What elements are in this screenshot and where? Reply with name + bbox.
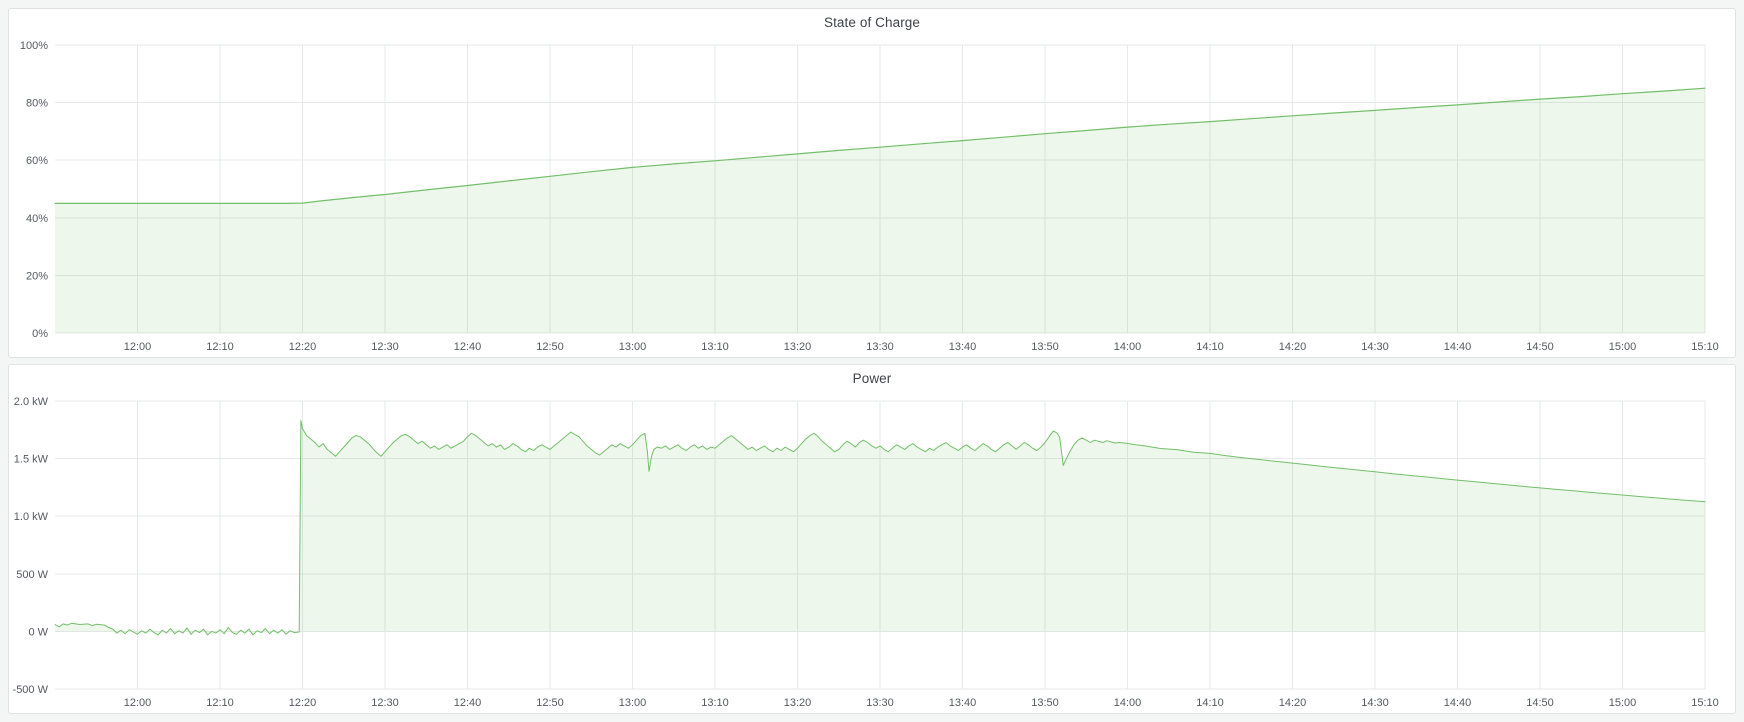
x-tick-label: 15:00 <box>1609 697 1637 709</box>
series-area <box>55 88 1705 333</box>
x-tick-label: 12:50 <box>536 341 564 353</box>
power-chart-wrap: 12:00 12:10 12:20 12:30 12:40 12:50 13:00 13:10… <box>9 391 1735 713</box>
x-tick-label: 12:30 <box>371 697 399 709</box>
x-tick-label: 14:50 <box>1526 697 1554 709</box>
panel-power: Power 12:00 12:10 12:20 12:30 12:40 12:50 13:0… <box>8 364 1736 714</box>
x-tick-label: 14:40 <box>1444 341 1472 353</box>
y-tick-label: 80% <box>26 98 48 110</box>
x-tick-label: 12:10 <box>206 341 234 353</box>
x-tick-label: 14:00 <box>1114 697 1142 709</box>
y-tick-label: 0 W <box>28 626 48 638</box>
y-tick-label: 0% <box>32 328 48 340</box>
soc-panel-header: State of Charge <box>9 9 1735 35</box>
x-tick-label: 13:40 <box>949 697 977 709</box>
x-tick-label: 12:10 <box>206 697 234 709</box>
x-tick-label: 14:30 <box>1361 697 1389 709</box>
power-chart[interactable]: 12:00 12:10 12:20 12:30 12:40 12:50 13:00 13:10… <box>9 391 1735 713</box>
x-tick-label: 14:20 <box>1279 341 1307 353</box>
x-tick-label: 14:20 <box>1279 697 1307 709</box>
x-tick-label: 13:20 <box>784 697 812 709</box>
x-tick-label: 13:10 <box>701 341 729 353</box>
x-tick-label: 12:50 <box>536 697 564 709</box>
x-tick-label: 15:00 <box>1609 341 1637 353</box>
x-tick-label: 15:10 <box>1691 341 1719 353</box>
x-tick-label: 15:10 <box>1691 697 1719 709</box>
x-tick-label: 13:40 <box>949 341 977 353</box>
x-tick-label: 14:00 <box>1114 341 1142 353</box>
x-tick-label: 14:30 <box>1361 341 1389 353</box>
x-tick-label: 13:10 <box>701 697 729 709</box>
y-tick-label: 20% <box>26 270 48 282</box>
y-tick-label: 1.5 kW <box>14 454 49 466</box>
x-tick-label: 12:00 <box>124 341 152 353</box>
x-tick-label: 14:40 <box>1444 697 1472 709</box>
y-tick-label: -500 W <box>13 684 49 696</box>
series-line <box>54 87 1706 204</box>
x-tick-label: 12:40 <box>454 341 482 353</box>
y-tick-label: 60% <box>26 155 48 167</box>
x-tick-label: 12:30 <box>371 341 399 353</box>
x-tick-label: 14:50 <box>1526 341 1554 353</box>
x-tick-label: 14:10 <box>1196 697 1224 709</box>
x-tick-label: 12:20 <box>289 341 317 353</box>
x-tick-label: 13:50 <box>1031 341 1059 353</box>
soc-panel-title[interactable]: State of Charge <box>823 14 921 30</box>
x-tick-label: 12:40 <box>454 697 482 709</box>
y-tick-label: 2.0 kW <box>14 396 49 408</box>
x-tick-label: 14:10 <box>1196 341 1224 353</box>
x-tick-label: 12:00 <box>124 697 152 709</box>
x-tick-label: 12:20 <box>289 697 317 709</box>
x-tick-label: 13:20 <box>784 341 812 353</box>
series-line <box>54 420 1706 636</box>
x-tick-label: 13:30 <box>866 341 894 353</box>
y-tick-label: 40% <box>26 213 48 225</box>
y-tick-label: 100% <box>20 40 48 52</box>
soc-chart-wrap: 12:00 12:10 12:20 12:30 12:40 12:50 13:00 13:10… <box>9 35 1735 357</box>
soc-chart[interactable]: 12:00 12:10 12:20 12:30 12:40 12:50 13:00 13:10… <box>9 35 1735 357</box>
y-tick-label: 500 W <box>16 569 48 581</box>
x-tick-label: 13:50 <box>1031 697 1059 709</box>
power-panel-header: Power <box>9 365 1735 391</box>
x-tick-label: 13:30 <box>866 697 894 709</box>
series-area <box>55 420 1705 635</box>
y-tick-label: 1.0 kW <box>14 511 49 523</box>
panel-state-of-charge: State of Charge 12:00 12:10 12:20 12:30 12:4… <box>8 8 1736 358</box>
x-tick-label: 13:00 <box>619 341 647 353</box>
power-panel-title[interactable]: Power <box>852 370 892 386</box>
x-tick-label: 13:00 <box>619 697 647 709</box>
